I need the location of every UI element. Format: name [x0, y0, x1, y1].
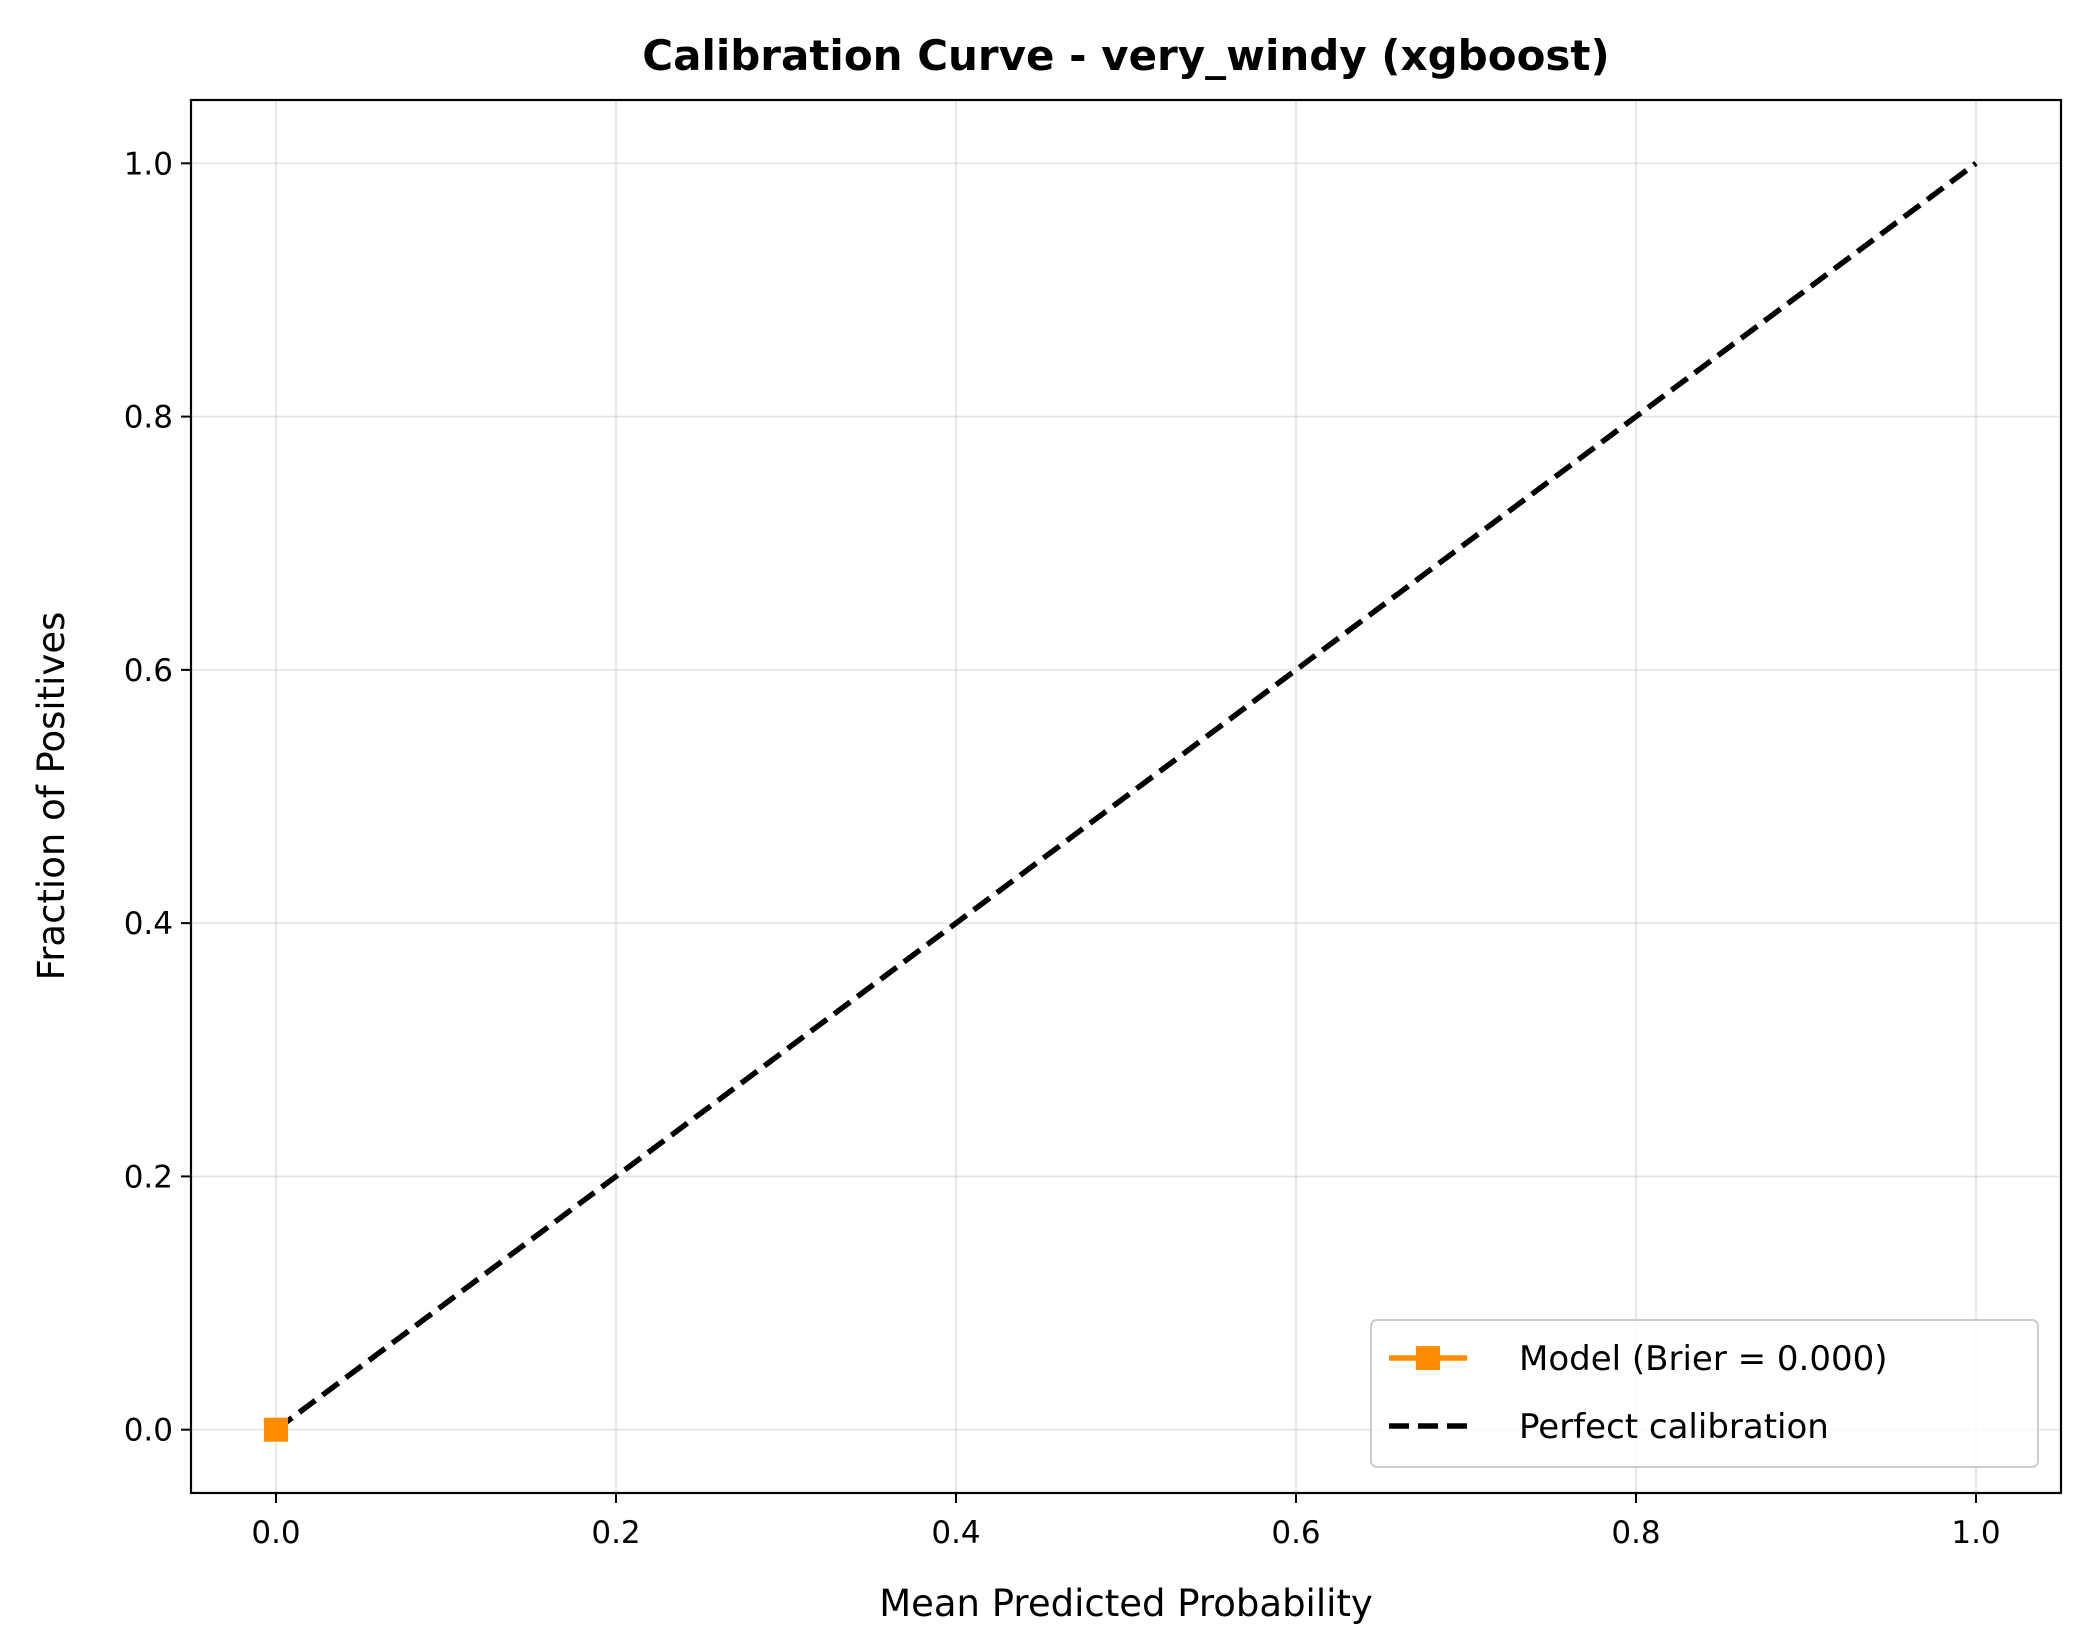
- chart-title: Calibration Curve - very_windy (xgboost): [642, 31, 1609, 80]
- legend-box: [1370, 1319, 2039, 1468]
- legend-item: Model (Brier = 0.000): [1389, 1339, 1888, 1379]
- y-axis-label: Fraction of Positives: [30, 612, 73, 981]
- y-tick-label: 0.2: [124, 1159, 173, 1195]
- y-tick-label: 0.4: [124, 906, 173, 942]
- plot-area-frame: [189, 98, 2063, 1495]
- x-axis-ticks: 0.0 0.2 0.4 0.6 0.8 1.0: [251, 1493, 2001, 1551]
- x-tick-label: 0.4: [931, 1515, 980, 1551]
- y-tick-label: 0.8: [124, 400, 173, 436]
- series-line: [274, 161, 1978, 1432]
- y-tick-label: 0.0: [124, 1413, 173, 1449]
- x-tick-label: 0.2: [591, 1515, 640, 1551]
- legend-marker-swatch: [1416, 1346, 1440, 1370]
- x-tick-label: 0.8: [1611, 1515, 1660, 1551]
- y-tick-label: 1.0: [124, 146, 173, 182]
- plot-series: [264, 161, 1978, 1442]
- legend-label: Model (Brier = 0.000): [1519, 1339, 1888, 1379]
- series-perfect-calibration: [274, 161, 1978, 1432]
- series-model-brier-0-000: [264, 1417, 288, 1442]
- y-axis-ticks: 0.0 0.2 0.4 0.6 0.8 1.0: [124, 146, 191, 1449]
- grid-lines: [191, 100, 2061, 1493]
- data-point-marker: [264, 1417, 288, 1442]
- x-tick-label: 0.6: [1271, 1515, 1320, 1551]
- x-tick-label: 0.0: [251, 1515, 300, 1551]
- y-tick-label: 0.6: [124, 653, 173, 689]
- legend-label: Perfect calibration: [1519, 1407, 1829, 1447]
- legend: Model (Brier = 0.000) Perfect calibration: [1370, 1319, 2039, 1468]
- x-axis-label: Mean Predicted Probability: [879, 1582, 1373, 1625]
- x-tick-label: 1.0: [1951, 1515, 2000, 1551]
- legend-item: Perfect calibration: [1389, 1407, 1829, 1447]
